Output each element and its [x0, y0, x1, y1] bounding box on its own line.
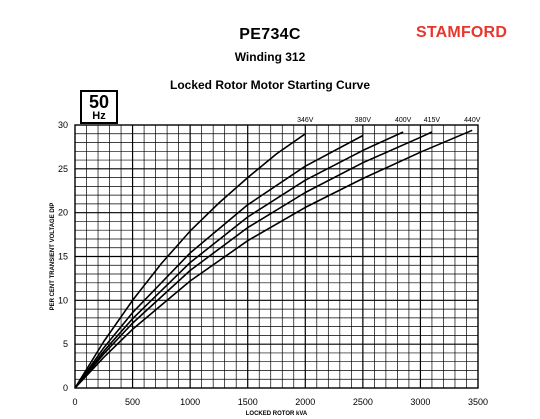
series-label: 380V [355, 117, 372, 124]
series-label: 346V [297, 117, 314, 124]
series-label: 440V [464, 117, 481, 124]
y-tick-label: 5 [63, 339, 68, 349]
winding-subtitle: Winding 312 [234, 50, 306, 64]
x-tick-label: 1000 [180, 397, 200, 407]
frequency-badge: 50 Hz [80, 90, 118, 124]
x-tick-label: 2000 [295, 397, 315, 407]
y-tick-label: 30 [58, 120, 68, 130]
series-line-2 [74, 134, 364, 389]
brand-logo: STAMFORD [416, 24, 508, 41]
model-title: PE734C [239, 26, 301, 43]
series-label: 415V [424, 117, 441, 124]
x-tick-label: 1500 [238, 397, 258, 407]
chart-title: Locked Rotor Motor Starting Curve [169, 78, 370, 92]
y-tick-label: 20 [58, 208, 68, 218]
plot-frame [74, 124, 479, 389]
series-label: 400V [395, 117, 412, 124]
y-tick-label: 25 [58, 164, 68, 174]
x-tick-label: 2500 [353, 397, 373, 407]
series-line-4 [74, 131, 433, 389]
frequency-unit: Hz [92, 110, 106, 122]
y-tick-label: 0 [63, 383, 68, 393]
series-line-3 [74, 131, 404, 389]
series-line-5 [74, 129, 473, 389]
series-line-1 [74, 133, 306, 389]
x-tick-label: 500 [125, 397, 140, 407]
y-axis-label: PER CENT TRANSIENT VOLTAGE DIP [50, 203, 56, 311]
x-tick-label: 3500 [468, 397, 488, 407]
x-tick-label: 3000 [410, 397, 430, 407]
x-tick-label: 0 [72, 397, 77, 407]
x-axis-label: LOCKED ROTOR kVA [246, 411, 308, 417]
y-tick-label: 10 [58, 295, 68, 305]
y-tick-label: 15 [58, 252, 68, 262]
frequency-value: 50 [88, 92, 110, 112]
